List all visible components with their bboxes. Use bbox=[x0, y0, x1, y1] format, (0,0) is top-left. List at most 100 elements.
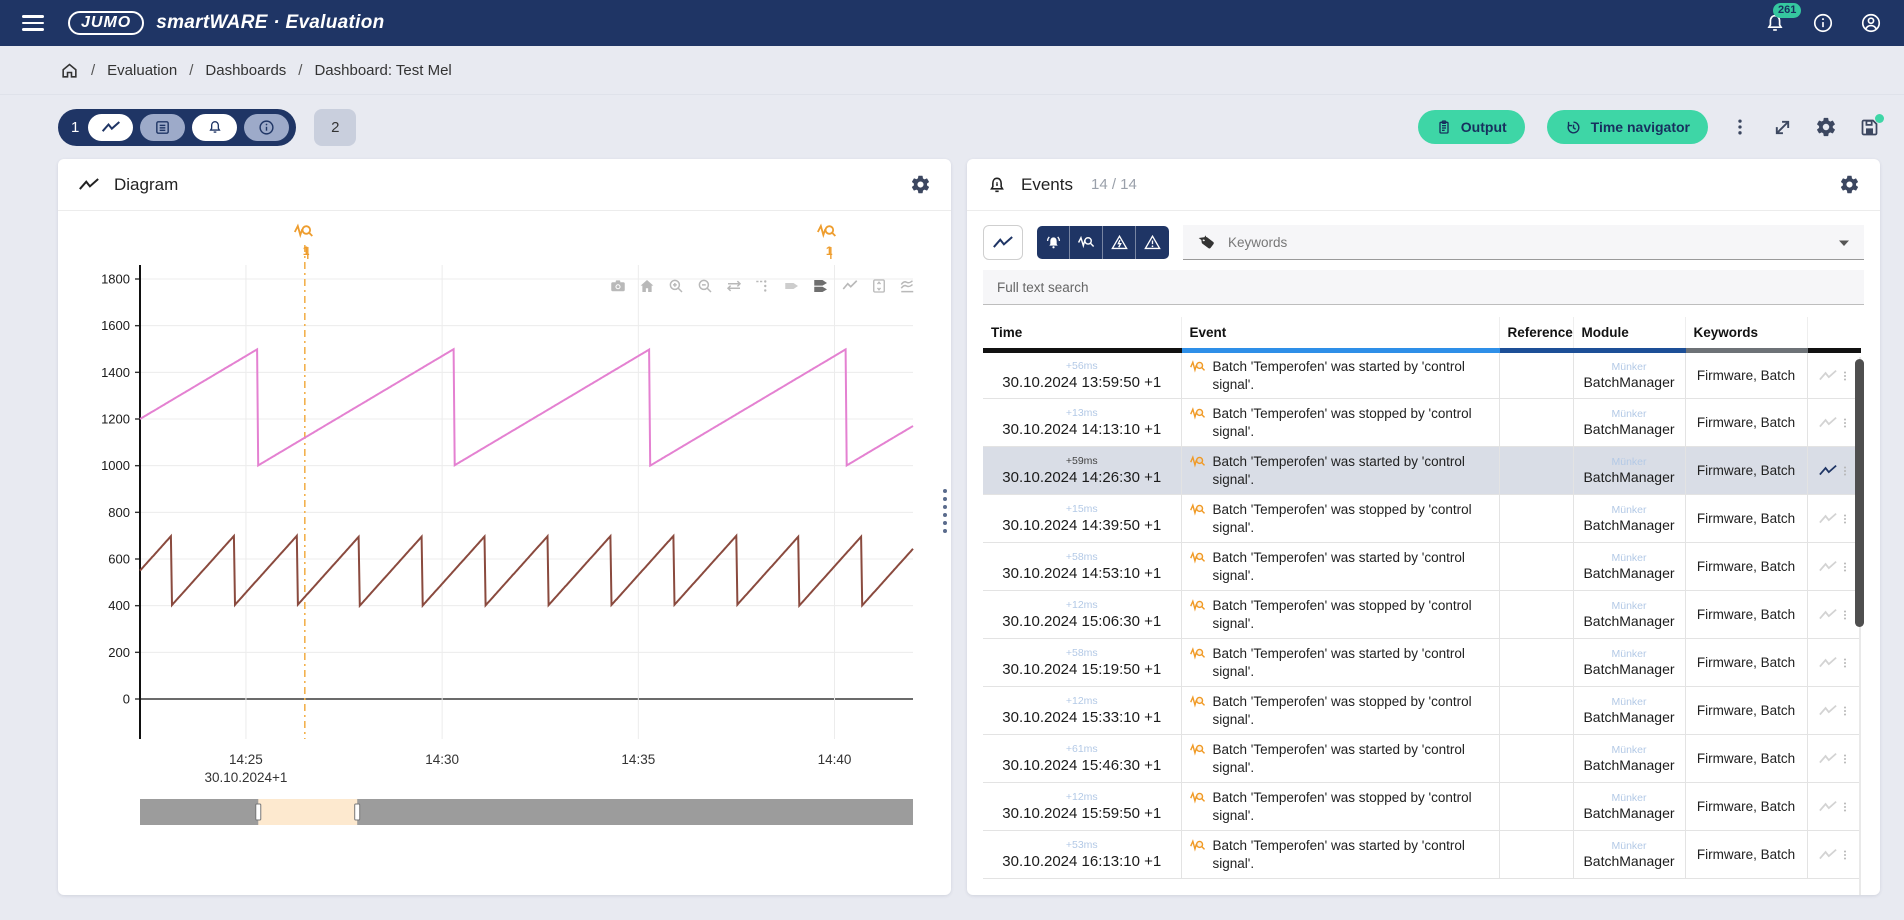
row-chart-icon[interactable] bbox=[1818, 848, 1838, 861]
cell-time[interactable]: +12ms 30.10.2024 15:33:10 +1 bbox=[983, 686, 1182, 735]
cell-reference[interactable] bbox=[1499, 494, 1574, 543]
row-kebab-icon[interactable] bbox=[1838, 368, 1852, 384]
cell-keywords[interactable]: Firmware, Batch bbox=[1685, 686, 1808, 735]
events-settings-gear-icon[interactable] bbox=[1839, 174, 1860, 195]
time-navigator-button[interactable]: Time navigator bbox=[1546, 110, 1708, 144]
cell-time[interactable]: +12ms 30.10.2024 15:06:30 +1 bbox=[983, 590, 1182, 639]
cell-event[interactable]: Batch 'Temperofen' was started by 'contr… bbox=[1181, 446, 1500, 495]
row-chart-icon[interactable] bbox=[1818, 464, 1838, 477]
cell-keywords[interactable]: Firmware, Batch bbox=[1685, 542, 1808, 591]
info-icon[interactable] bbox=[1812, 12, 1834, 34]
table-scrollbar-thumb[interactable] bbox=[1855, 359, 1864, 627]
row-chart-icon[interactable] bbox=[1818, 369, 1838, 382]
cell-module[interactable]: Münker BatchManager bbox=[1573, 638, 1686, 687]
cell-keywords[interactable]: Firmware, Batch bbox=[1685, 782, 1808, 831]
tab-1-bell-icon[interactable] bbox=[192, 113, 238, 141]
row-chart-icon[interactable] bbox=[1818, 608, 1838, 621]
area-chart-icon[interactable] bbox=[899, 277, 917, 295]
row-kebab-icon[interactable] bbox=[1838, 559, 1852, 575]
cell-module[interactable]: Münker BatchManager bbox=[1573, 494, 1686, 543]
filter-event-search-icon[interactable] bbox=[1070, 226, 1103, 259]
filter-flash-triangle-icon[interactable] bbox=[1103, 226, 1136, 259]
cell-reference[interactable] bbox=[1499, 398, 1574, 447]
breadcrumb-dashboards[interactable]: Dashboards bbox=[205, 61, 287, 79]
tags-icon[interactable] bbox=[812, 277, 830, 295]
cell-event[interactable]: Batch 'Temperofen' was stopped by 'contr… bbox=[1181, 782, 1500, 831]
tab-1[interactable]: 1 bbox=[58, 108, 297, 146]
row-kebab-icon[interactable] bbox=[1838, 655, 1852, 671]
expand-icon[interactable] bbox=[1772, 117, 1793, 138]
spike-lines-icon[interactable] bbox=[754, 277, 772, 295]
diagram-chart[interactable]: 0 200 400 600 800 1000 1200 1400 1600 1800 14:25 30… bbox=[68, 219, 937, 867]
cell-keywords[interactable]: Firmware, Batch bbox=[1685, 446, 1808, 495]
cell-keywords[interactable]: Firmware, Batch bbox=[1685, 590, 1808, 639]
row-chart-icon[interactable] bbox=[1818, 512, 1838, 525]
cell-keywords[interactable]: Firmware, Batch bbox=[1685, 350, 1808, 399]
table-row[interactable]: +12ms 30.10.2024 15:33:10 +1 Batch 'Temper… bbox=[983, 686, 1861, 735]
table-row[interactable]: +58ms 30.10.2024 15:19:50 +1 Batch 'Temper… bbox=[983, 638, 1861, 687]
zoom-in-icon[interactable] bbox=[667, 277, 685, 295]
cell-time[interactable]: +12ms 30.10.2024 15:59:50 +1 bbox=[983, 782, 1182, 831]
column-header-keywords[interactable]: Keywords bbox=[1685, 317, 1808, 353]
cell-reference[interactable] bbox=[1499, 542, 1574, 591]
cell-keywords[interactable]: Firmware, Batch bbox=[1685, 398, 1808, 447]
autoscale-y-icon[interactable] bbox=[870, 277, 888, 295]
cell-keywords[interactable]: Firmware, Batch bbox=[1685, 734, 1808, 783]
tab-1-line-chart-icon[interactable] bbox=[88, 113, 134, 141]
resize-horizontal-icon[interactable] bbox=[725, 277, 743, 295]
rangeslider-handle[interactable] bbox=[255, 803, 262, 821]
cell-event[interactable]: Batch 'Temperofen' was stopped by 'contr… bbox=[1181, 398, 1500, 447]
tag-icon[interactable] bbox=[783, 277, 801, 295]
panel-resize-handle[interactable] bbox=[943, 489, 947, 533]
row-chart-icon[interactable] bbox=[1818, 416, 1838, 429]
column-header-time[interactable]: Time bbox=[983, 317, 1182, 353]
cell-time[interactable]: +13ms 30.10.2024 14:13:10 +1 bbox=[983, 398, 1182, 447]
table-row[interactable]: +59ms 30.10.2024 14:26:30 +1 Batch 'Temper… bbox=[983, 446, 1861, 495]
row-kebab-icon[interactable] bbox=[1838, 511, 1852, 527]
filter-warning-triangle-icon[interactable] bbox=[1136, 226, 1169, 259]
cell-time[interactable]: +53ms 30.10.2024 16:13:10 +1 bbox=[983, 830, 1182, 879]
cell-reference[interactable] bbox=[1499, 350, 1574, 399]
cell-module[interactable]: Münker BatchManager bbox=[1573, 830, 1686, 879]
events-chart-toggle-button[interactable] bbox=[983, 225, 1023, 260]
column-header-module[interactable]: Module bbox=[1573, 317, 1686, 353]
cell-module[interactable]: Münker BatchManager bbox=[1573, 590, 1686, 639]
output-button[interactable]: Output bbox=[1417, 110, 1525, 144]
camera-icon[interactable] bbox=[609, 277, 627, 295]
hamburger-menu-icon[interactable] bbox=[22, 15, 44, 31]
table-row[interactable]: +61ms 30.10.2024 15:46:30 +1 Batch 'Temper… bbox=[983, 734, 1861, 783]
breadcrumb-evaluation[interactable]: Evaluation bbox=[107, 61, 178, 79]
keywords-dropdown[interactable]: Keywords bbox=[1183, 225, 1864, 260]
row-chart-icon[interactable] bbox=[1818, 656, 1838, 669]
table-row[interactable]: +58ms 30.10.2024 14:53:10 +1 Batch 'Temper… bbox=[983, 542, 1861, 591]
table-row[interactable]: +15ms 30.10.2024 14:39:50 +1 Batch 'Temper… bbox=[983, 494, 1861, 543]
cell-reference[interactable] bbox=[1499, 686, 1574, 735]
row-chart-icon[interactable] bbox=[1818, 752, 1838, 765]
cell-event[interactable]: Batch 'Temperofen' was started by 'contr… bbox=[1181, 350, 1500, 399]
table-row[interactable]: +56ms 30.10.2024 13:59:50 +1 Batch 'Temper… bbox=[983, 350, 1861, 399]
cell-reference[interactable] bbox=[1499, 638, 1574, 687]
row-kebab-icon[interactable] bbox=[1838, 607, 1852, 623]
event-annotation-marker[interactable]: 1 bbox=[817, 223, 836, 259]
event-annotation-marker[interactable]: 1 bbox=[293, 223, 313, 259]
home-icon[interactable] bbox=[638, 277, 656, 295]
rangeslider-handle[interactable] bbox=[354, 803, 361, 821]
cell-reference[interactable] bbox=[1499, 830, 1574, 879]
column-header-event[interactable]: Event bbox=[1181, 317, 1500, 353]
row-kebab-icon[interactable] bbox=[1838, 415, 1852, 431]
account-icon[interactable] bbox=[1860, 12, 1882, 34]
table-row[interactable]: +53ms 30.10.2024 16:13:10 +1 Batch 'Temper… bbox=[983, 830, 1861, 879]
filter-alarm-bell-icon[interactable] bbox=[1037, 226, 1070, 259]
table-row[interactable]: +13ms 30.10.2024 14:13:10 +1 Batch 'Temper… bbox=[983, 398, 1861, 447]
save-layout-icon[interactable] bbox=[1859, 113, 1884, 138]
cell-keywords[interactable]: Firmware, Batch bbox=[1685, 638, 1808, 687]
cell-reference[interactable] bbox=[1499, 590, 1574, 639]
kebab-menu-icon[interactable] bbox=[1730, 117, 1750, 137]
row-kebab-icon[interactable] bbox=[1838, 799, 1852, 815]
cell-event[interactable]: Batch 'Temperofen' was stopped by 'contr… bbox=[1181, 686, 1500, 735]
line-chart-icon[interactable] bbox=[841, 277, 859, 295]
cell-module[interactable]: Münker BatchManager bbox=[1573, 398, 1686, 447]
cell-time[interactable]: +15ms 30.10.2024 14:39:50 +1 bbox=[983, 494, 1182, 543]
cell-module[interactable]: Münker BatchManager bbox=[1573, 782, 1686, 831]
cell-event[interactable]: Batch 'Temperofen' was stopped by 'contr… bbox=[1181, 590, 1500, 639]
